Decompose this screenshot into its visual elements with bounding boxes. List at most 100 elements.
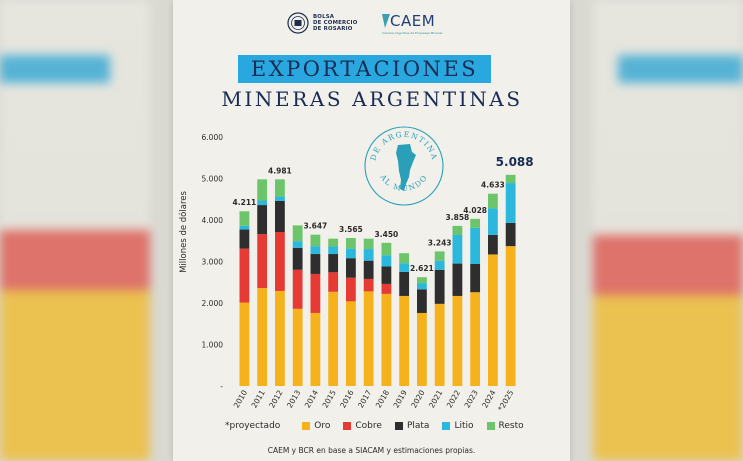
bar-segment-plata-2014	[310, 254, 321, 274]
bar-segment-litio-2013	[292, 241, 303, 248]
bar-segment-litio-2017	[363, 249, 374, 261]
title-line-2: MINERAS ARGENTINAS	[221, 87, 523, 111]
bar-segment-resto-2011	[257, 179, 268, 201]
x-tick-label: 2021	[427, 388, 444, 409]
x-axis: 2010 2011 2012 2013 2014 2015 2016 2017 2018 2019…	[232, 388, 516, 412]
bar-segment-litio-2015	[328, 246, 339, 255]
x-tick-label: 2011	[250, 388, 267, 409]
bar-segment-oro-2015	[328, 291, 339, 386]
argentina-badge: DE ARGENTINA AL MUNDO	[364, 126, 444, 206]
bar-segment-plata-2016	[346, 258, 356, 278]
bar-segment-oro-2010	[239, 302, 250, 386]
bar-segment-litio-2020	[417, 283, 427, 290]
bar-segment-plata-2024	[488, 234, 498, 255]
bar-segment-oro-2013	[292, 308, 303, 386]
y-tick-label: 6.000	[202, 133, 224, 142]
data-label: 3.858	[446, 213, 470, 222]
legend-label-plata: Plata	[406, 421, 430, 431]
data-labels: 4.211 4.981 3.647 3.565 3.450 2.621 3.243 3.858…	[233, 155, 534, 273]
bar-segment-plata-2010	[239, 229, 250, 249]
bar-segment-resto-2017	[363, 238, 374, 250]
x-tick-label: 2017	[356, 388, 373, 409]
legend-item-cobre: Cobre	[343, 421, 382, 431]
data-label: 4.028	[463, 206, 487, 215]
bar-segment-plata-2021	[434, 269, 445, 304]
bar-segment-oro-2018	[381, 293, 392, 386]
bar-segment-cobre-2016	[346, 277, 356, 302]
x-tick-label: 2022	[445, 388, 462, 409]
caem-logo: CAEM Cámara Argentina de Empresas Minera…	[382, 12, 446, 35]
bar-segment-oro-2017	[363, 291, 374, 386]
x-tick-label: 2015	[321, 388, 338, 409]
bar-segment-cobre-2014	[310, 273, 321, 313]
legend-item-litio: Litio	[442, 421, 474, 431]
bar-segment-resto-2022	[452, 225, 463, 235]
legend-note: *proyectado	[225, 421, 281, 431]
bar-segment-plata-2025	[505, 222, 516, 247]
data-label: 5.088	[496, 155, 534, 169]
y-axis: - 1.000 2.000 3.000 4.000 5.000 6.000	[202, 133, 224, 391]
bcr-seal-icon	[287, 12, 309, 34]
x-tick-label: 2018	[374, 388, 391, 409]
x-tick-label: 2016	[338, 388, 355, 409]
bar-segment-plata-2020	[417, 289, 427, 313]
bar-segment-plata-2018	[381, 266, 392, 284]
data-label: 4.981	[268, 166, 292, 175]
data-label: 3.565	[339, 225, 363, 234]
bar-segment-plata-2019	[399, 271, 410, 296]
bar-segment-resto-2025	[505, 174, 516, 184]
legend: *proyectado Oro Cobre Plata Litio Resto	[225, 421, 537, 431]
bar-segment-cobre-2015	[328, 272, 339, 292]
source-note: CAEM y BCR en base a SIACAM y estimacion…	[267, 446, 476, 455]
y-tick-label: 3.000	[202, 258, 224, 267]
bar-segment-plata-2023	[470, 263, 481, 293]
bar-segment-oro-2012	[275, 290, 285, 386]
y-axis-title: Millones de dólares	[178, 191, 189, 273]
bcr-line-1: BOLSA	[313, 13, 335, 20]
infographic-card: BOLSA DE COMERCIO DE ROSARIO CAEM Cámara…	[173, 0, 570, 461]
x-tick-label: 2019	[392, 388, 409, 409]
bar-segment-resto-2021	[434, 251, 445, 261]
bar-segment-litio-2024	[488, 208, 498, 235]
legend-label-oro: Oro	[314, 421, 331, 431]
bar-segment-oro-2022	[452, 295, 463, 386]
legend-item-resto: Resto	[486, 421, 524, 431]
argentina-map-icon	[396, 144, 416, 191]
bar-segment-oro-2025	[505, 246, 516, 386]
bar-segment-plata-2011	[257, 205, 268, 235]
bar-segment-litio-2018	[381, 255, 392, 267]
legend-label-resto: Resto	[498, 421, 524, 431]
bar-segment-plata-2015	[328, 254, 339, 273]
bar-segment-oro-2014	[310, 312, 321, 386]
bar-segment-resto-2012	[275, 179, 285, 197]
data-label: 4.633	[481, 181, 505, 190]
bar-segment-plata-2022	[452, 263, 463, 296]
bcr-line-3: DE ROSARIO	[313, 26, 353, 33]
bar-segment-litio-2022	[452, 234, 463, 264]
bar-segment-resto-2016	[346, 238, 356, 249]
bar-segment-resto-2018	[381, 242, 392, 256]
bar-segment-resto-2013	[292, 225, 303, 242]
legend-label-cobre: Cobre	[355, 421, 382, 431]
x-tick-label: 2014	[303, 388, 320, 409]
caem-name: CAEM	[390, 12, 436, 30]
caem-subtitle: Cámara Argentina de Empresas Mineras	[382, 31, 443, 35]
title-line-1: EXPORTACIONES	[238, 55, 491, 83]
x-tick-label: *2025	[496, 388, 515, 412]
bar-segment-litio-2014	[310, 246, 321, 255]
legend-swatch-cobre	[343, 422, 352, 430]
x-tick-label: 2013	[285, 388, 302, 409]
bar-segment-resto-2015	[328, 238, 339, 247]
exports-chart: - 1.000 2.000 3.000 4.000 5.000 6.000 Millones…	[178, 133, 534, 413]
bar-segment-plata-2013	[292, 247, 303, 270]
bar-segment-oro-2016	[346, 301, 356, 386]
bar-segment-oro-2020	[417, 312, 427, 386]
y-tick-label: -	[220, 382, 223, 391]
data-label: 2.621	[410, 264, 434, 273]
y-tick-label: 5.000	[202, 175, 224, 184]
bar-segment-litio-2011	[257, 200, 268, 206]
bar-segment-cobre-2012	[275, 232, 285, 291]
bar-segment-plata-2017	[363, 260, 374, 279]
legend-swatch-oro	[302, 422, 311, 430]
bar-segment-resto-2023	[470, 218, 481, 228]
